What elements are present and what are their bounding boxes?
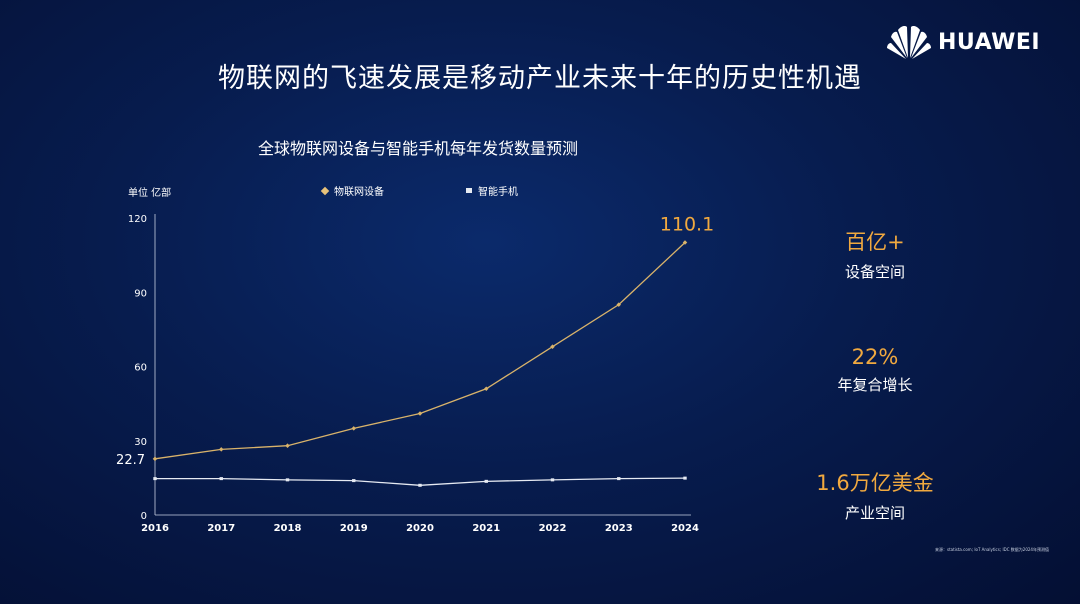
end-value-label: 110.1 [660,214,714,236]
y-tick-label: 0 [141,511,147,522]
iot-data-point [616,302,622,307]
phone-data-point [352,479,356,483]
iot-data-point [285,443,290,448]
stat-device-space: 百亿+ 设备空间 [760,226,990,282]
x-tick-label: 2016 [141,523,169,534]
y-tick-label: 30 [134,437,147,448]
phone-data-point [153,477,157,481]
y-tick-label: 90 [134,288,147,299]
stat-cagr: 22% 年复合增长 [760,345,990,395]
stat-value: 百亿+ [845,230,905,254]
stat-value: 1.6万亿美金 [816,471,934,495]
x-tick-label: 2024 [671,523,699,534]
iot-data-point [218,447,224,452]
legend-item-iot: 物联网设备 [320,183,384,198]
x-tick-label: 2018 [274,523,302,534]
phone-data-point [617,477,621,481]
x-tick-label: 2023 [605,523,633,534]
legend-label-phone: 智能手机 [478,187,518,198]
source-note: 来源：statista.com; IoT Analytics; IDC 数据为2… [935,547,1049,552]
start-value-label: 22.7 [116,453,145,468]
x-tick-label: 2019 [340,523,368,534]
phone-data-point [219,477,223,481]
unit-label: 单位 亿部 [128,188,172,199]
x-tick-label: 2020 [406,523,434,534]
page-title: 物联网的飞速发展是移动产业未来十年的历史性机遇 [218,63,862,94]
stat-value: 22% [851,345,899,369]
series-line-iot [154,242,686,460]
stat-label: 产业空间 [844,504,905,522]
y-tick-label: 60 [134,363,147,374]
iot-data-point [550,344,555,349]
y-tick-label: 120 [128,214,147,225]
legend-label-iot: 物联网设备 [334,187,384,198]
x-tick-label: 2022 [539,523,567,534]
phone-data-point [484,479,488,483]
huawei-petal-logo-icon [887,26,931,59]
stat-industry-space: 1.6万亿美金 产业空间 [760,467,990,523]
chart-title: 全球物联网设备与智能手机每年发货数量预测 [258,139,579,158]
x-tick-label: 2021 [472,523,500,534]
phone-data-point [683,476,687,480]
phone-data-point [285,478,290,482]
iot-data-point [483,386,489,392]
iot-data-point [417,411,423,416]
legend-item-phone: 智能手机 [466,183,518,198]
iot-data-point [152,456,158,462]
phone-data-point [418,483,422,487]
stat-label: 年复合增长 [837,376,913,394]
x-tick-label: 2017 [207,523,235,534]
stat-label: 设备空间 [844,263,905,281]
huawei-logo: HUAWEI [886,24,1040,60]
phone-data-point [550,478,555,482]
brand-name: HUAWEI [938,29,1041,55]
legend-square-icon [466,188,472,193]
iot-data-point [351,426,357,431]
